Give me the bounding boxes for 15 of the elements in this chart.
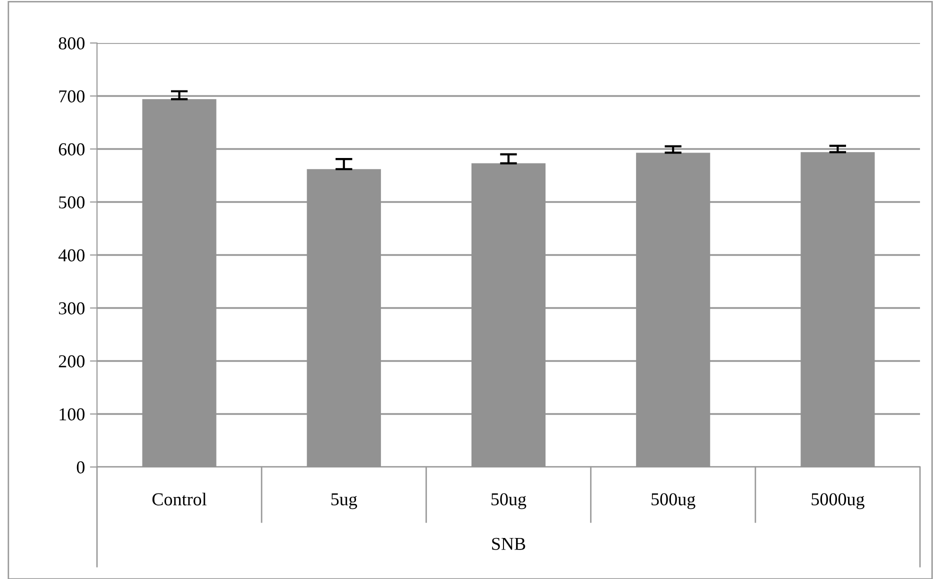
y-tick-label: 300 [58,302,85,314]
y-tick-label: 700 [59,90,85,102]
y-tick-label: 500 [59,196,85,208]
y-tick-label: 100 [60,408,85,420]
x-tick-label: 5000ug [812,493,864,510]
x-tick-label: Control [152,492,207,506]
x-tick-label: 5ug [331,493,358,510]
x-tick-label: 50ug [491,493,526,510]
x-tick-label: 500ug [652,493,696,510]
x-axis-title: SNB [492,538,526,550]
y-tick-label: 600 [58,143,85,156]
y-tick-label: 0 [76,461,85,474]
y-tick-label: 200 [58,355,85,368]
y-tick-label: 800 [58,37,85,50]
y-tick-label: 400 [58,249,85,262]
